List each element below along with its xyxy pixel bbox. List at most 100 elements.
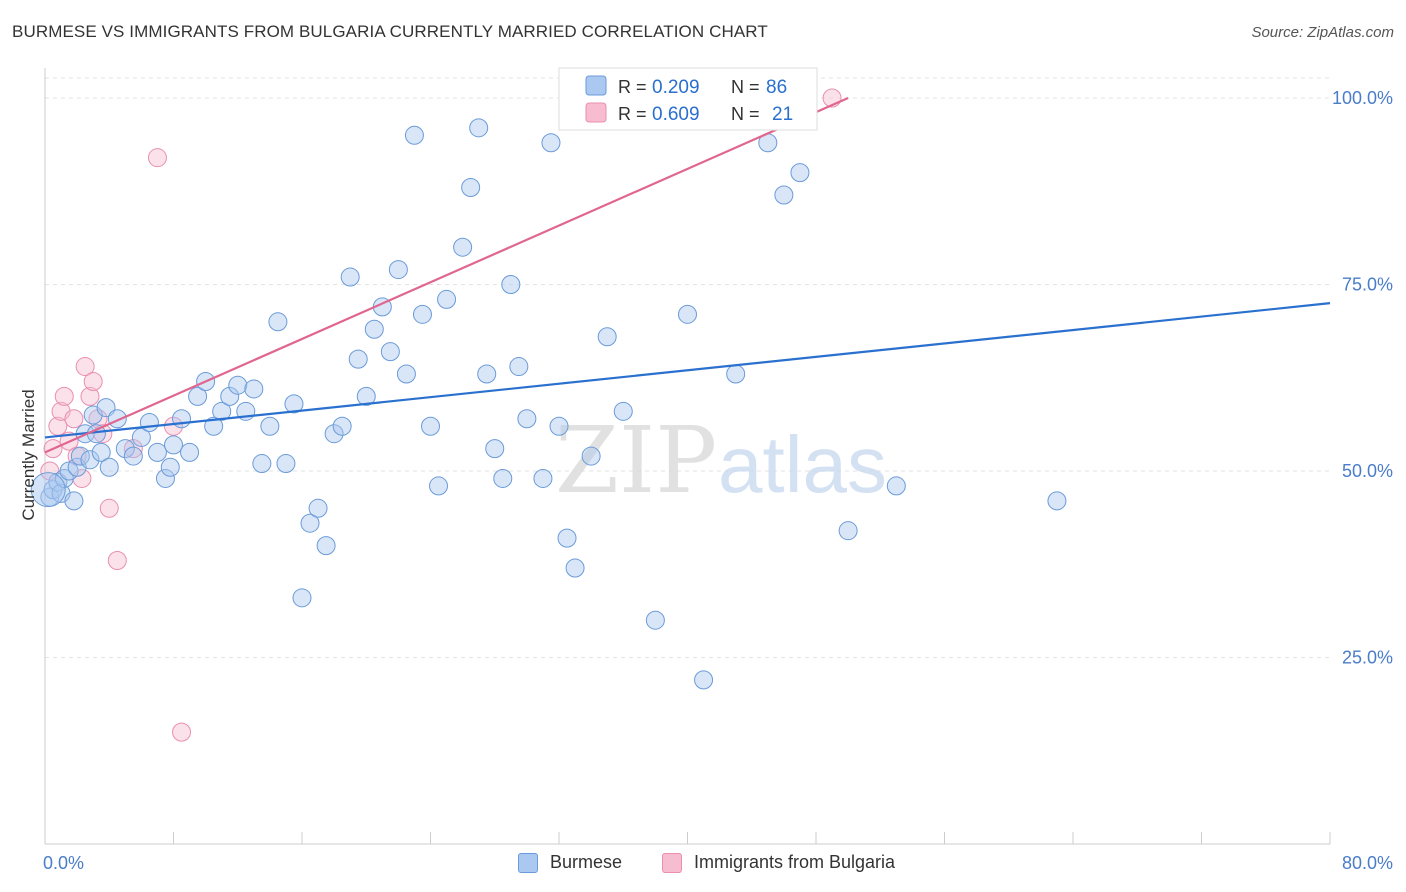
point-burmese-53 [396,364,416,384]
point-burmese-69 [541,133,561,153]
point-burmese-68 [533,468,553,488]
point-burmese-65 [501,275,521,294]
point-burmese-6 [64,491,84,511]
point-burmese-85 [1047,491,1067,511]
point-bulgaria-18 [164,416,183,436]
point-burmese-49 [364,319,384,339]
point-burmese-81 [774,185,794,205]
point-burmese-61 [469,118,489,138]
point-burmese-8 [70,446,90,466]
point-bulgaria-10 [80,386,100,406]
point-burmese-43 [316,536,336,556]
point-bulgaria-4 [54,386,74,406]
point-burmese-21 [147,442,167,462]
point-burmese-66 [509,357,529,377]
bottom-legend-burmese: Burmese [518,852,622,873]
point-burmese-34 [244,379,264,399]
y-axis-label: Currently Married [19,389,38,520]
point-burmese-29 [204,416,224,436]
point-burmese-13 [91,442,111,462]
bottom-legend-swatch-burmese [518,852,538,873]
point-burmese-71 [557,528,577,548]
legend-r-value-1: 0.209 [652,77,700,98]
point-burmese-38 [276,454,296,474]
points-burmese [30,118,1067,690]
axes-layer [44,68,1331,845]
point-burmese-40 [292,588,312,608]
point-burmese-31 [220,386,240,406]
bottom-legend-label-bulgaria: Immigrants from Bulgaria [694,852,896,872]
point-burmese-58 [437,289,457,309]
point-bulgaria-14 [99,498,119,518]
bottom-legend-swatch-bulgaria [662,852,682,873]
point-bulgaria-16 [123,439,143,459]
point-burmese-55 [412,304,432,324]
bottom-legend: Burmese Immigrants from Bulgaria [0,850,1406,880]
point-burmese-15 [99,457,119,477]
x-tick-label-max: 80.0% [1342,853,1393,873]
point-burmese-44 [324,424,344,444]
trendline-burmese [44,302,1331,439]
point-burmese-30 [212,401,232,421]
point-burmese-75 [613,401,633,421]
legend-n-label-1: N = [731,77,760,97]
point-burmese-63 [485,439,505,459]
point-burmese-83 [838,521,858,541]
point-bulgaria-17 [147,148,167,168]
bottom-legend-bulgaria: Immigrants from Bulgaria [662,852,895,873]
point-burmese-51 [380,342,400,362]
point-bulgaria-19 [172,722,192,742]
point-burmese-84 [886,476,906,496]
chart-title: BURMESE VS IMMIGRANTS FROM BULGARIA CURR… [12,22,768,41]
point-burmese-78 [694,670,714,690]
legend-r-label-1: R = [618,77,647,97]
legend-n-label-2: N = [731,104,760,124]
chart-source: Source: ZipAtlas.com [1251,24,1394,41]
point-burmese-23 [160,457,180,477]
point-burmese-10 [80,450,100,470]
legend-r-value-2: 0.609 [652,104,700,125]
legend-n-value-1: 86 [766,77,787,98]
y-tick-label-2: 50.0% [1342,461,1393,481]
point-burmese-54 [404,125,424,145]
point-burmese-56 [421,416,440,436]
point-burmese-62 [477,364,497,384]
point-bulgaria-15 [107,551,127,571]
tick-labels: 100.0% 75.0% 50.0% 25.0% 0.0% 80.0% [43,88,1393,873]
point-burmese-25 [172,409,192,429]
y-tick-label-1: 75.0% [1342,275,1393,295]
point-burmese-70 [549,416,569,436]
point-burmese-42 [308,498,328,518]
legend-swatch-bulgaria [585,102,607,123]
y-tick-label-3: 25.0% [1342,648,1393,668]
point-bulgaria-6 [64,409,84,429]
trend-layer [44,96,1331,454]
point-burmese-73 [581,446,601,466]
point-burmese-46 [340,267,360,287]
point-burmese-45 [332,416,352,436]
point-burmese-aggregate [30,472,66,508]
point-burmese-60 [461,178,481,198]
point-burmese-48 [356,386,376,406]
point-burmese-22 [155,468,175,488]
point-burmese-59 [453,237,473,257]
point-burmese-39 [284,394,304,414]
point-burmese-17 [115,439,135,459]
point-burmese-27 [188,386,208,406]
trendline-bulgaria [44,96,849,454]
watermark-zip: ZIP [555,407,717,514]
point-burmese-82 [790,163,810,183]
point-burmese-52 [388,260,408,280]
legend-r-label-2: R = [618,104,647,124]
point-burmese-47 [348,349,368,369]
point-bulgaria-11 [83,371,103,391]
legend-swatch-burmese [585,75,607,96]
legend-n-value-2: 21 [772,104,793,125]
point-burmese-18 [123,446,143,466]
point-burmese-57 [429,476,449,496]
point-burmese-76 [645,610,665,630]
point-burmese-20 [139,413,159,433]
point-burmese-24 [164,435,183,455]
point-burmese-36 [260,416,280,436]
